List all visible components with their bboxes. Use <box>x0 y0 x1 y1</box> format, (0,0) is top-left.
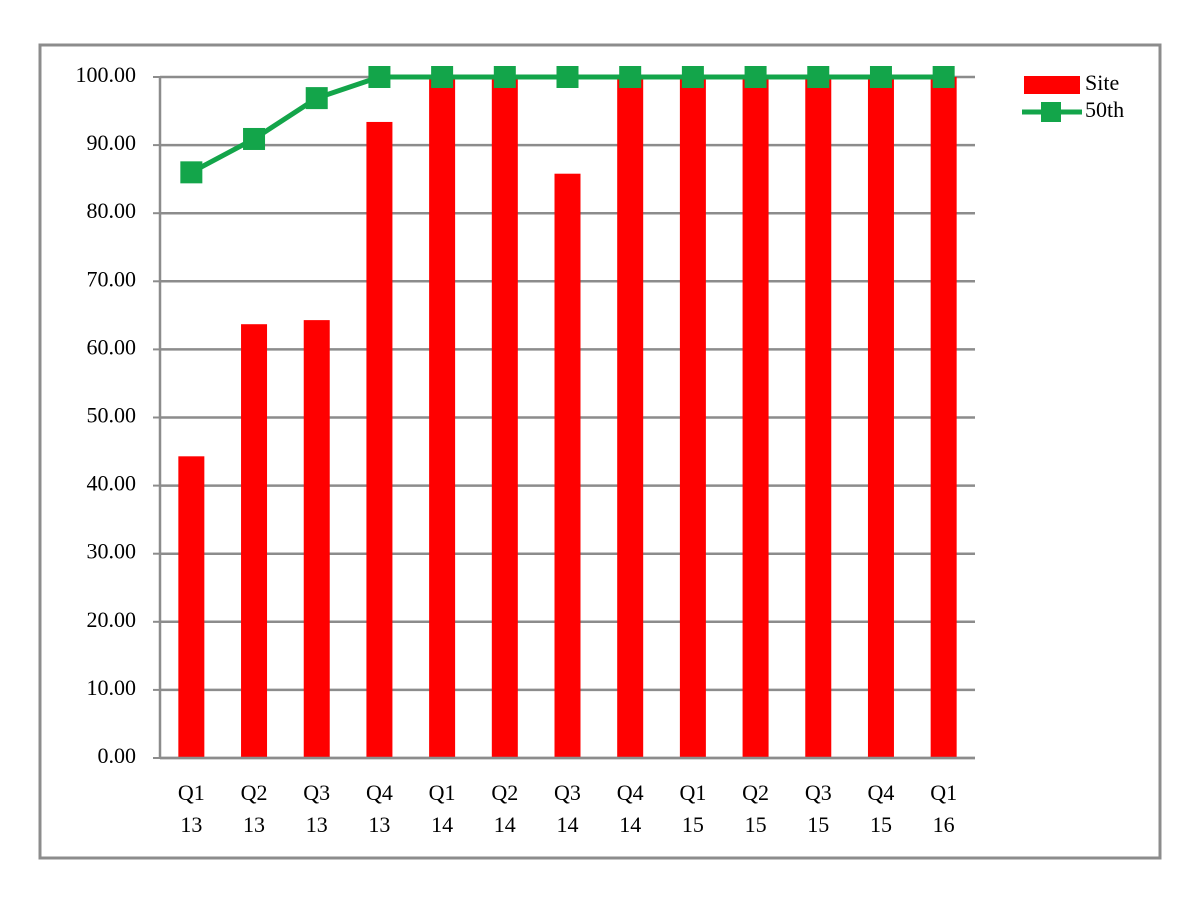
x-tick-label: 15 <box>682 812 704 837</box>
x-tick-label: Q4 <box>868 780 895 805</box>
bar <box>303 320 330 758</box>
y-tick-label: 0.00 <box>98 743 137 768</box>
marker <box>431 66 454 88</box>
bar <box>867 77 894 758</box>
marker <box>744 66 767 88</box>
x-tick-label: 14 <box>557 812 579 837</box>
bar <box>742 77 769 758</box>
x-tick-label: Q2 <box>742 780 769 805</box>
marker <box>493 66 516 88</box>
bar <box>617 77 644 758</box>
x-tick-label: Q4 <box>617 780 644 805</box>
x-tick-label: 13 <box>368 812 390 837</box>
x-tick-label: Q4 <box>366 780 393 805</box>
x-tick-label: 13 <box>243 812 265 837</box>
bar <box>491 77 518 758</box>
marker <box>681 66 704 88</box>
x-tick-label: 14 <box>619 812 641 837</box>
marker <box>619 66 642 88</box>
x-tick-label: 16 <box>933 812 955 837</box>
legend-label: 50th <box>1085 97 1124 122</box>
marker <box>305 87 328 110</box>
marker <box>180 161 203 184</box>
x-tick-label: Q2 <box>491 780 518 805</box>
bar <box>554 173 581 758</box>
x-tick-label: 15 <box>870 812 892 837</box>
marker <box>368 66 391 88</box>
y-tick-label: 50.00 <box>87 403 137 428</box>
x-tick-label: 13 <box>306 812 328 837</box>
x-tick-label: Q1 <box>178 780 205 805</box>
y-tick-label: 90.00 <box>87 130 137 155</box>
marker <box>243 127 266 150</box>
y-tick-label: 60.00 <box>87 334 137 359</box>
y-tick-label: 10.00 <box>87 675 137 700</box>
bar <box>930 77 957 758</box>
x-tick-label: 14 <box>431 812 453 837</box>
x-tick-label: 14 <box>494 812 516 837</box>
bar <box>679 77 706 758</box>
legend-marker <box>1041 102 1061 122</box>
x-tick-label: 15 <box>745 812 767 837</box>
marker <box>556 66 579 88</box>
x-tick-label: Q1 <box>930 780 957 805</box>
x-tick-label: Q1 <box>429 780 456 805</box>
y-tick-label: 30.00 <box>87 539 137 564</box>
y-tick-label: 40.00 <box>87 471 137 496</box>
x-tick-label: 13 <box>180 812 202 837</box>
y-tick-label: 70.00 <box>87 266 137 291</box>
x-tick-label: 15 <box>807 812 829 837</box>
y-tick-label: 100.00 <box>76 62 137 87</box>
x-tick-label: Q3 <box>554 780 581 805</box>
legend-swatch <box>1024 76 1080 94</box>
bar <box>178 456 205 758</box>
x-tick-label: Q3 <box>303 780 330 805</box>
x-tick-label: Q2 <box>241 780 268 805</box>
marker <box>932 66 955 88</box>
marker <box>869 66 892 88</box>
x-tick-label: Q3 <box>805 780 832 805</box>
y-tick-label: 20.00 <box>87 607 137 632</box>
legend-label: Site <box>1085 70 1119 95</box>
bar <box>241 324 268 758</box>
marker <box>807 66 830 88</box>
bar <box>429 77 456 758</box>
bar <box>366 121 393 759</box>
bar <box>805 77 832 758</box>
x-tick-label: Q1 <box>679 780 706 805</box>
chart-frame <box>38 43 1162 860</box>
y-tick-label: 80.00 <box>87 198 137 223</box>
